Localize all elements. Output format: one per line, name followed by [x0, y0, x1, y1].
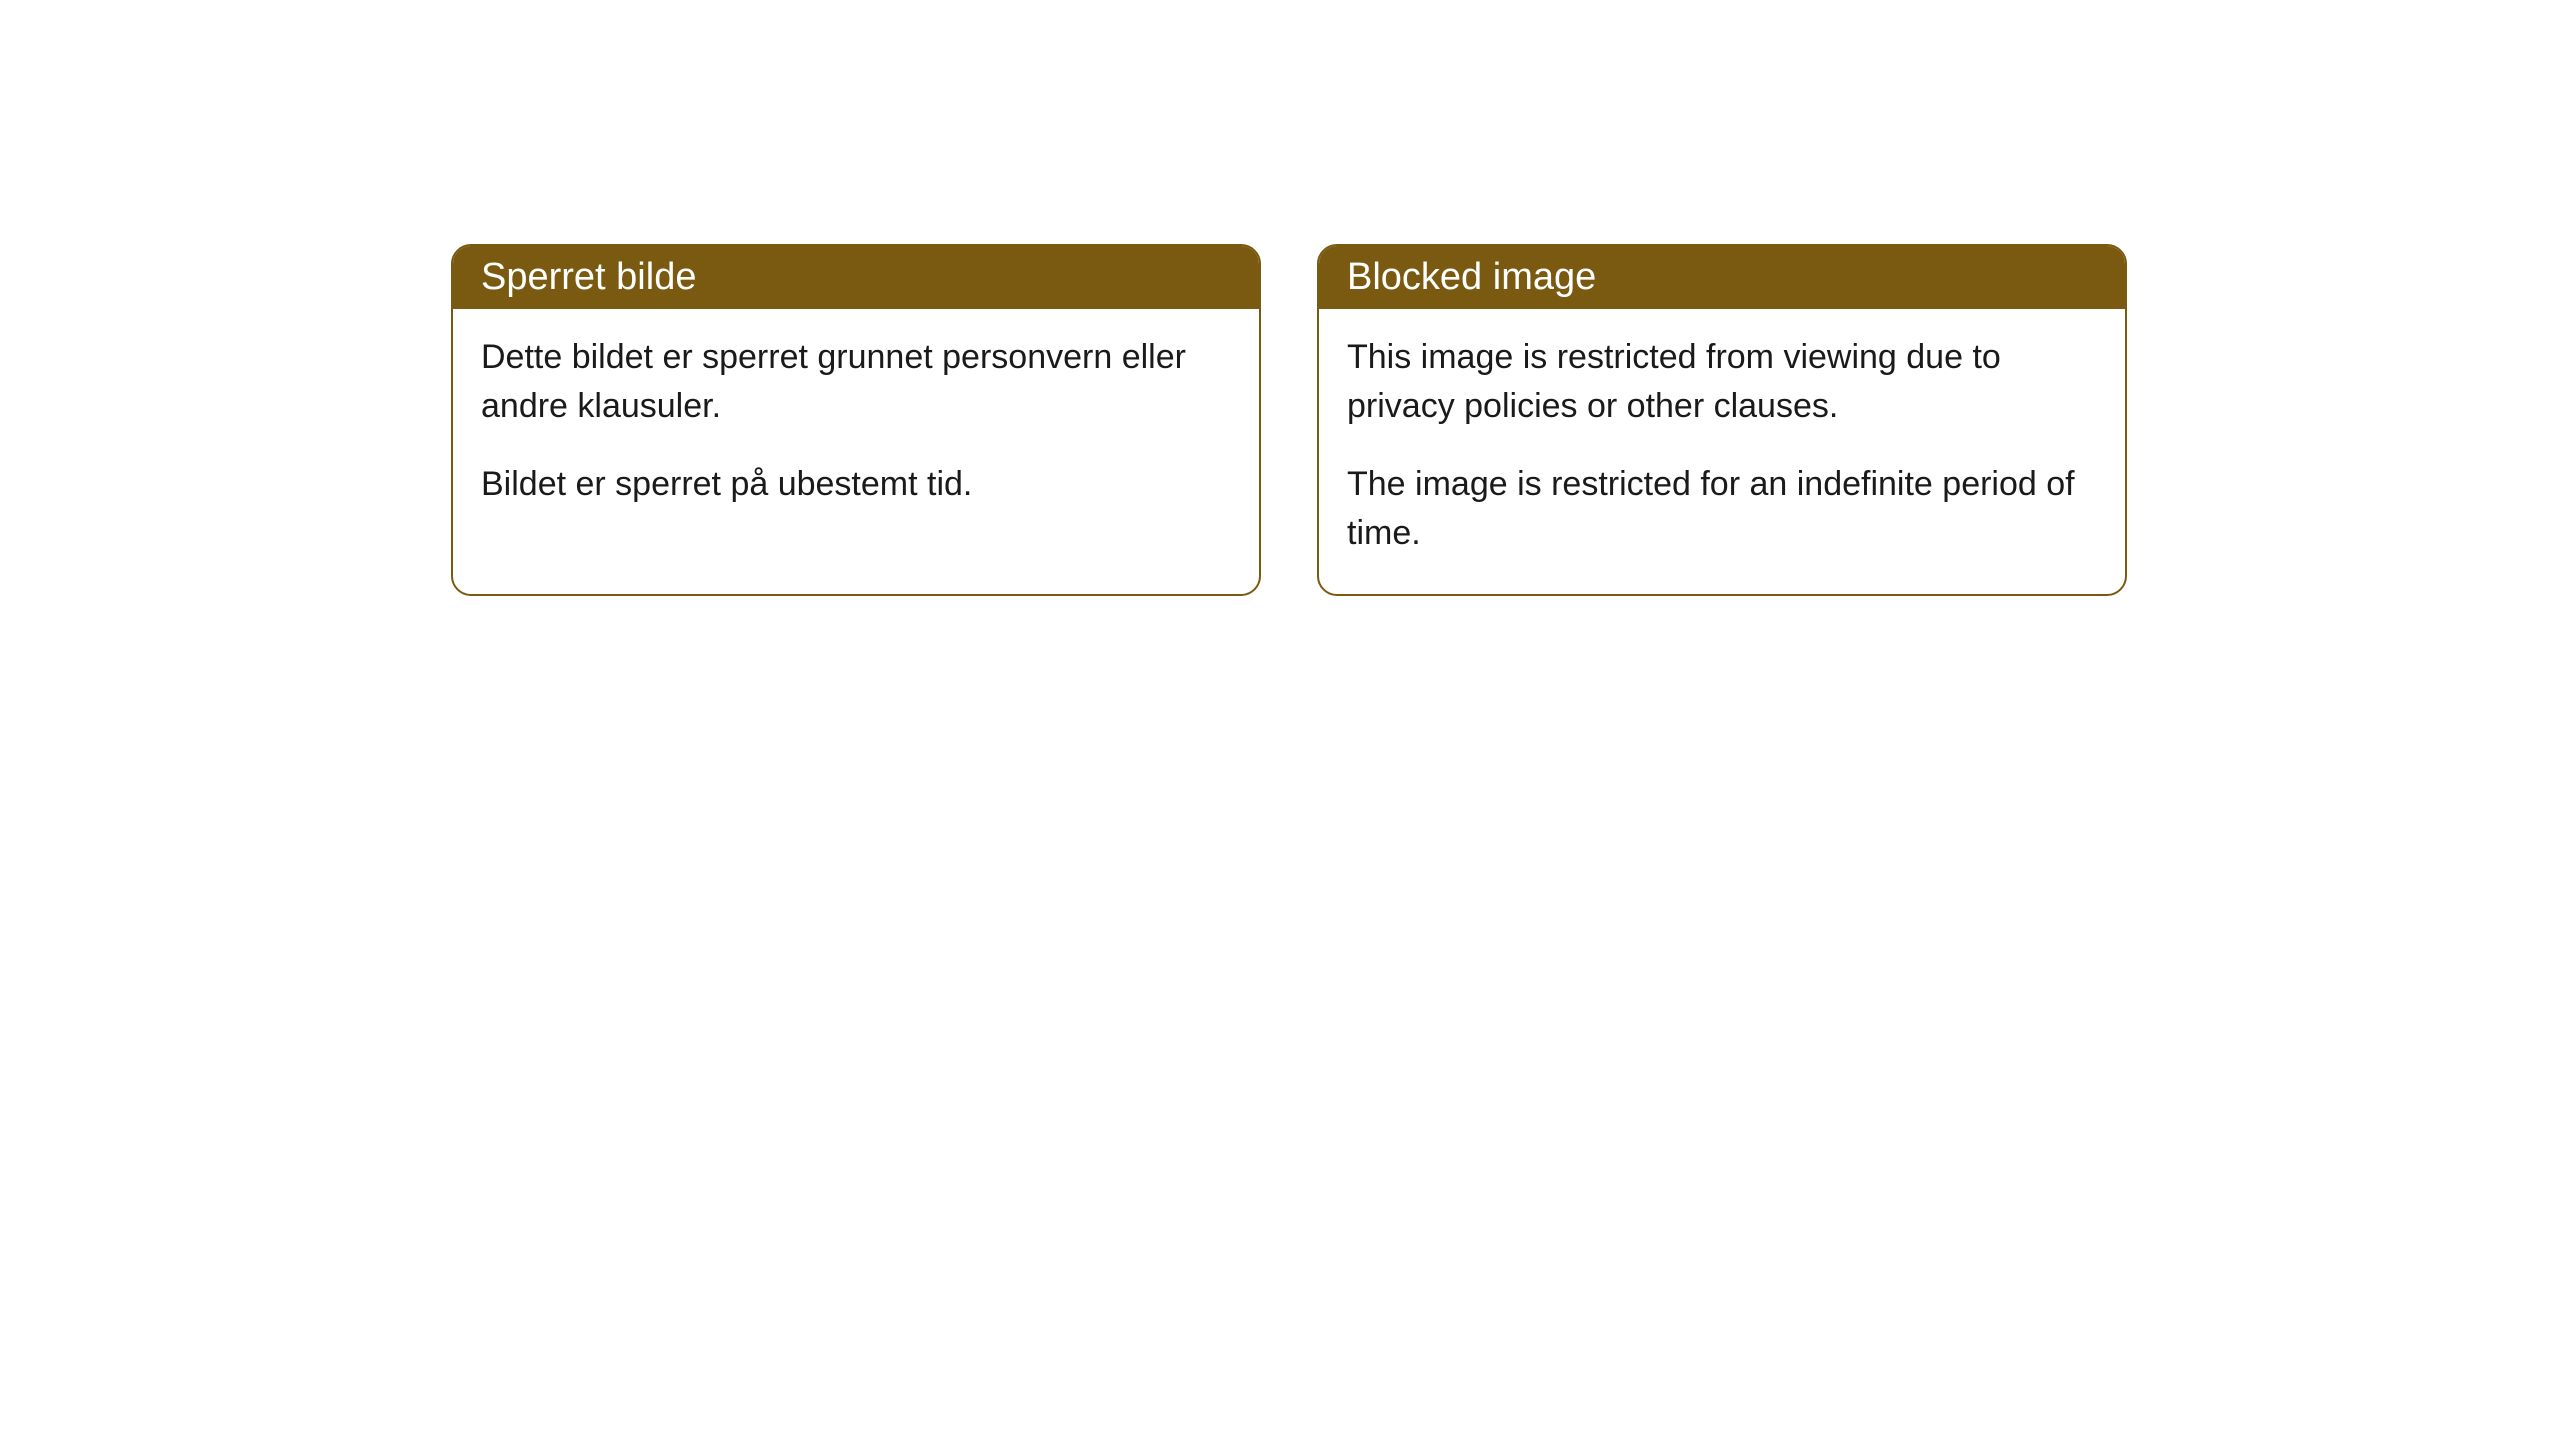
card-title: Sperret bilde	[481, 256, 696, 298]
card-body: This image is restricted from viewing du…	[1319, 309, 2125, 594]
notice-card-norwegian: Sperret bilde Dette bildet er sperret gr…	[451, 244, 1261, 596]
card-paragraph: Dette bildet er sperret grunnet personve…	[481, 333, 1231, 432]
card-paragraph: The image is restricted for an indefinit…	[1347, 460, 2097, 559]
card-paragraph: Bildet er sperret på ubestemt tid.	[481, 460, 1231, 509]
card-header: Sperret bilde	[453, 246, 1259, 309]
notice-card-english: Blocked image This image is restricted f…	[1317, 244, 2127, 596]
card-body: Dette bildet er sperret grunnet personve…	[453, 309, 1259, 545]
card-header: Blocked image	[1319, 246, 2125, 309]
notice-cards-container: Sperret bilde Dette bildet er sperret gr…	[451, 244, 2127, 596]
card-title: Blocked image	[1347, 256, 1596, 298]
card-paragraph: This image is restricted from viewing du…	[1347, 333, 2097, 432]
